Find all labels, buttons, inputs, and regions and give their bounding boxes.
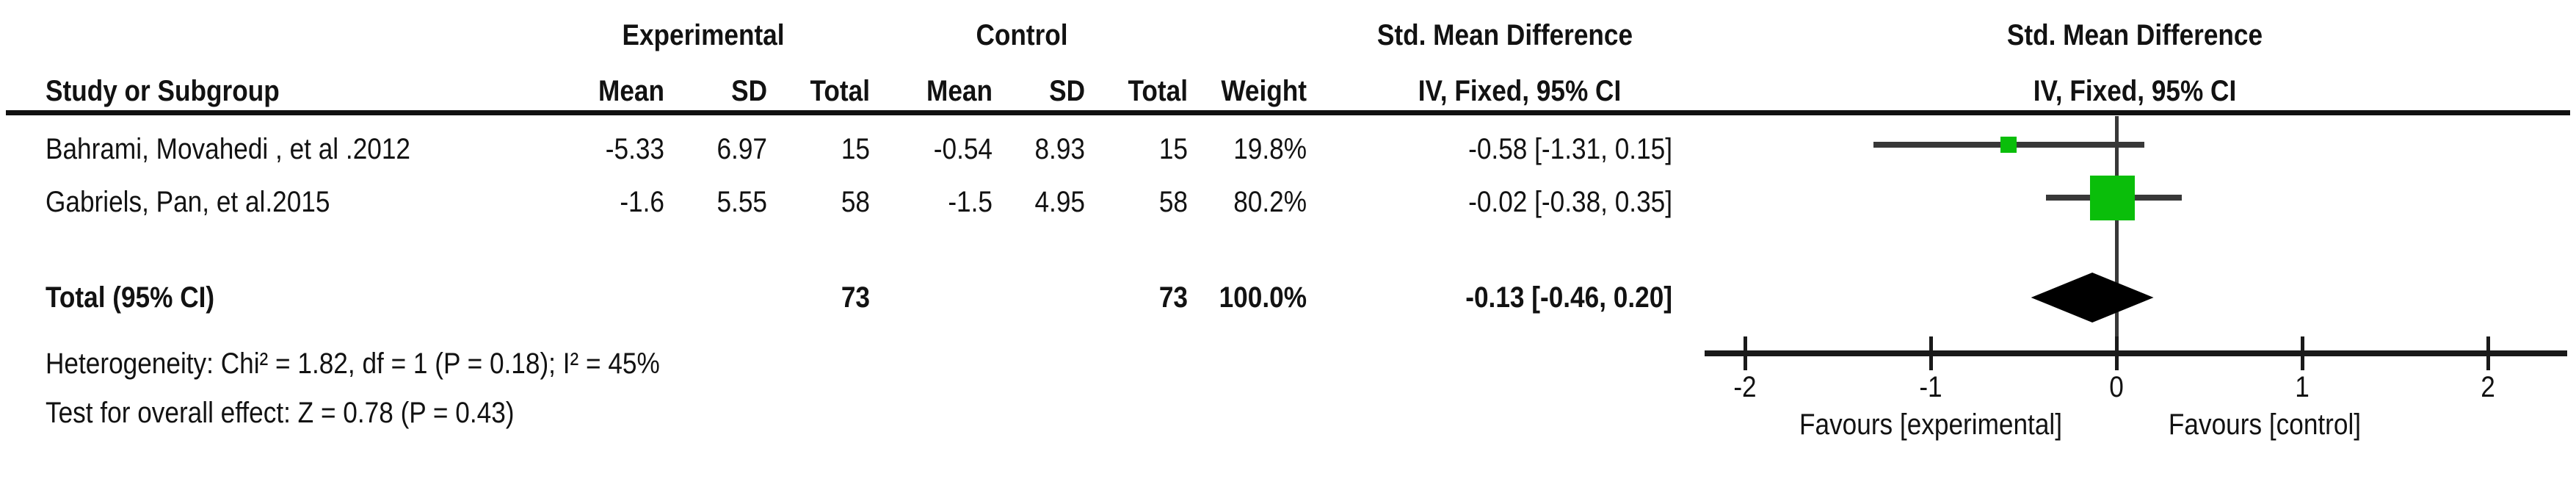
study-row-gabriels: Gabriels, Pan, et al.2015 -1.6 5.55 58 -… bbox=[0, 181, 2576, 223]
exp-mean: -1.6 bbox=[620, 186, 664, 218]
total-effect-diamond bbox=[2031, 273, 2154, 323]
axis-tick-label: 2 bbox=[2481, 371, 2495, 403]
total-ctrl-total: 73 bbox=[1158, 281, 1188, 314]
ci-estimate: -0.02 [-0.38, 0.35] bbox=[1468, 186, 1672, 218]
ctrl-total: 58 bbox=[1158, 186, 1188, 218]
exp-mean: -5.33 bbox=[605, 133, 664, 165]
total-row: Total (95% CI) 73 73 100.0% -0.13 [-0.46… bbox=[0, 277, 2576, 318]
total-exp-total: 73 bbox=[841, 281, 870, 314]
study-effect-square bbox=[2000, 137, 2017, 153]
ctrl-mean: -0.54 bbox=[933, 133, 993, 165]
exp-total: 58 bbox=[841, 186, 870, 218]
ctrl-mean: -1.5 bbox=[948, 186, 993, 218]
header-iv-fixed-ci-plot: IV, Fixed, 95% CI bbox=[2033, 75, 2237, 107]
ctrl-sd: 4.95 bbox=[1034, 186, 1085, 218]
header-ctrl-mean: Mean bbox=[926, 75, 993, 107]
ctrl-sd: 8.93 bbox=[1034, 133, 1085, 165]
axis-tick-label: -2 bbox=[1733, 371, 1757, 403]
total-ci-estimate: -0.13 [-0.46, 0.20] bbox=[1465, 281, 1672, 314]
weight: 19.8% bbox=[1233, 133, 1307, 165]
header-exp-total: Total bbox=[810, 75, 870, 107]
axis-tick bbox=[2115, 336, 2119, 370]
favours-experimental-label: Favours [experimental] bbox=[1799, 408, 2063, 441]
header-exp-mean: Mean bbox=[598, 75, 664, 107]
axis-tick bbox=[1929, 336, 1933, 370]
axis-tick-label: 0 bbox=[2109, 371, 2124, 403]
overall-effect-note: Test for overall effect: Z = 0.78 (P = 0… bbox=[46, 397, 515, 429]
exp-sd: 6.97 bbox=[716, 133, 767, 165]
heterogeneity-note: Heterogeneity: Chi² = 1.82, df = 1 (P = … bbox=[46, 347, 660, 380]
weight: 80.2% bbox=[1233, 186, 1307, 218]
x-axis-line bbox=[1705, 350, 2567, 356]
header-weight: Weight bbox=[1221, 75, 1307, 107]
column-header-row: Study or Subgroup Mean SD Total Mean SD … bbox=[0, 71, 2576, 112]
header-control-group: Control bbox=[976, 19, 1068, 51]
study-name: Gabriels, Pan, et al.2015 bbox=[46, 186, 330, 218]
header-iv-fixed-ci-text: IV, Fixed, 95% CI bbox=[1418, 75, 1622, 107]
zero-effect-line bbox=[2115, 116, 2119, 353]
axis-tick-label: 1 bbox=[2295, 371, 2310, 403]
axis-tick bbox=[2301, 336, 2304, 370]
favours-control-label: Favours [control] bbox=[2169, 408, 2362, 441]
header-ctrl-sd: SD bbox=[1049, 75, 1085, 107]
study-row-bahrami: Bahrami, Movahedi , et al .2012 -5.33 6.… bbox=[0, 129, 2576, 170]
axis-tick bbox=[1744, 336, 1747, 370]
header-smd-text-column: Std. Mean Difference bbox=[1376, 19, 1633, 51]
axis-tick bbox=[2486, 336, 2490, 370]
header-experimental-group: Experimental bbox=[622, 19, 785, 51]
header-ctrl-total: Total bbox=[1128, 75, 1188, 107]
header-divider-rule bbox=[6, 110, 2570, 115]
study-effect-square bbox=[2090, 175, 2136, 220]
axis-tick-label: -1 bbox=[1919, 371, 1942, 403]
header-study-or-subgroup: Study or Subgroup bbox=[46, 75, 280, 107]
exp-sd: 5.55 bbox=[716, 186, 767, 218]
study-name: Bahrami, Movahedi , et al .2012 bbox=[46, 133, 410, 165]
total-weight: 100.0% bbox=[1219, 281, 1307, 314]
header-exp-sd: SD bbox=[731, 75, 767, 107]
ctrl-total: 15 bbox=[1158, 133, 1188, 165]
exp-total: 15 bbox=[841, 133, 870, 165]
total-label: Total (95% CI) bbox=[46, 281, 215, 314]
ci-estimate: -0.58 [-1.31, 0.15] bbox=[1468, 133, 1672, 165]
header-smd-plot-column: Std. Mean Difference bbox=[2006, 19, 2263, 51]
